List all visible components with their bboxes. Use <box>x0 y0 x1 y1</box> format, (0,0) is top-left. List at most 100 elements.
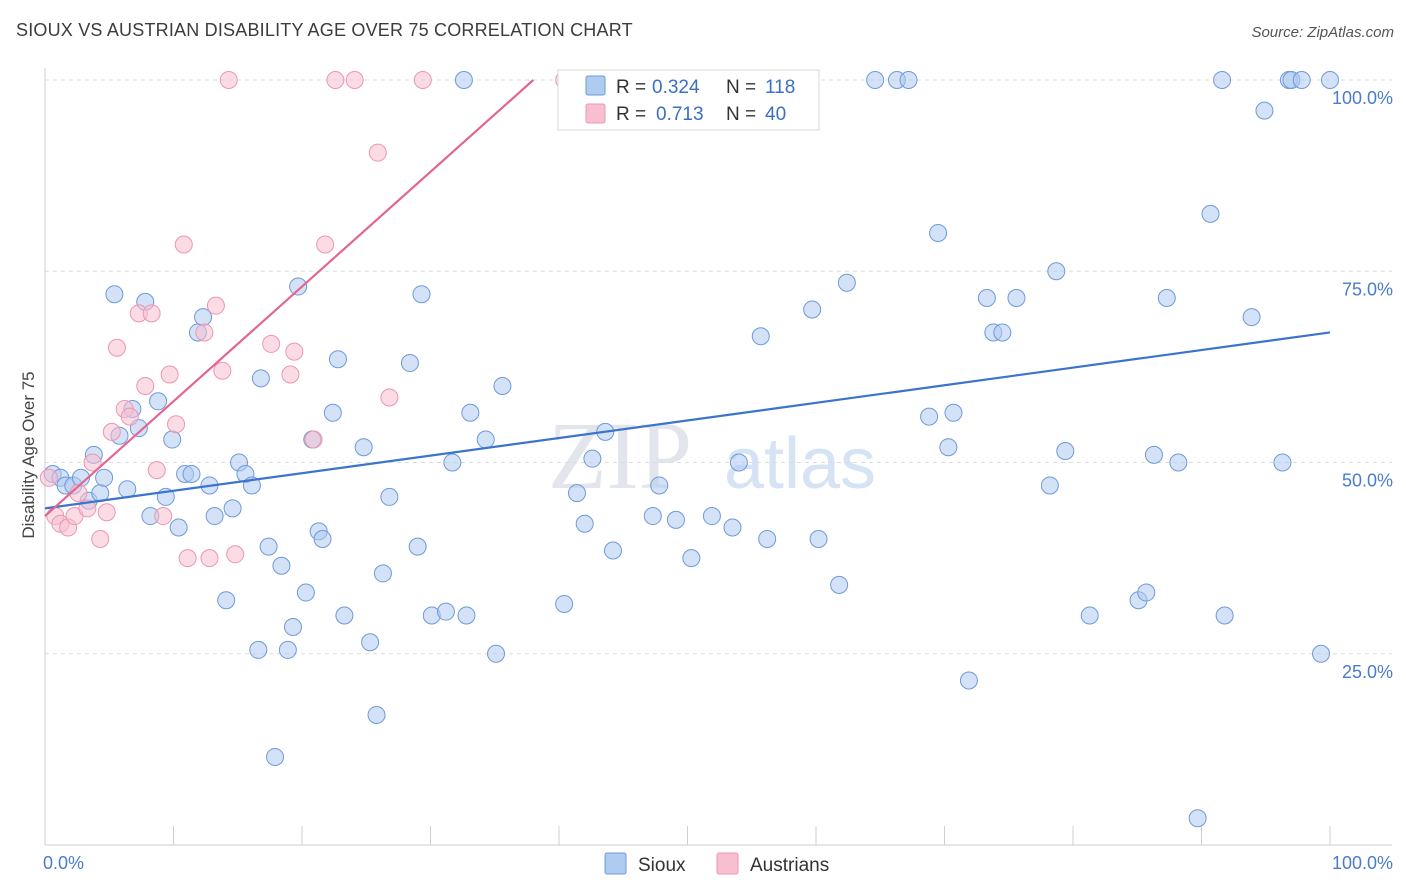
point-austrians-31 <box>285 342 304 361</box>
point-sioux-83 <box>866 71 885 89</box>
point-sioux-49 <box>373 564 392 583</box>
point-sioux-19 <box>169 518 188 537</box>
point-sioux-32 <box>251 369 270 388</box>
point-sioux-70 <box>643 507 662 526</box>
series-sioux <box>43 71 1339 828</box>
series-legend-label-sioux: Sioux <box>638 855 686 876</box>
point-sioux-9 <box>105 285 124 304</box>
point-sioux-26 <box>217 591 236 610</box>
legend-r-label-austrians: R = <box>616 104 646 125</box>
point-sioux-96 <box>1047 262 1066 281</box>
point-sioux-16 <box>149 392 168 411</box>
series-legend-label-austrians: Austrians <box>750 855 829 876</box>
point-austrians-33 <box>316 235 335 254</box>
watermark-atlas: atlas <box>724 424 876 504</box>
point-sioux-39 <box>296 583 315 602</box>
point-sioux-60 <box>476 430 495 449</box>
point-sioux-37 <box>284 617 303 636</box>
point-sioux-108 <box>1242 308 1261 327</box>
point-sioux-75 <box>723 518 742 537</box>
point-sioux-82 <box>837 273 856 292</box>
point-sioux-90 <box>959 671 978 690</box>
point-austrians-26 <box>213 361 232 380</box>
point-sioux-71 <box>650 476 669 495</box>
point-sioux-61 <box>487 644 506 663</box>
point-austrians-18 <box>154 507 173 526</box>
point-austrians-23 <box>195 323 214 342</box>
point-austrians-28 <box>226 545 245 564</box>
legend-n-value-austrians: 40 <box>765 104 786 125</box>
legend-swatch-austrians <box>585 103 606 124</box>
point-sioux-114 <box>1312 644 1331 663</box>
point-sioux-38 <box>289 277 308 296</box>
point-austrians-22 <box>178 549 197 568</box>
point-sioux-62 <box>493 377 512 395</box>
point-austrians-13 <box>120 407 139 426</box>
data-points <box>39 71 1339 828</box>
trendlines <box>44 79 1331 517</box>
y-axis-label: Disability Age Over 75 <box>19 371 38 538</box>
point-sioux-98 <box>1080 606 1099 625</box>
point-sioux-79 <box>803 300 822 319</box>
point-austrians-30 <box>281 365 300 384</box>
series-austrians <box>39 71 574 568</box>
point-sioux-88 <box>939 438 958 457</box>
point-austrians-21 <box>174 235 193 254</box>
point-sioux-94 <box>1007 289 1026 308</box>
tick-labels: 100.0% 75.0% 50.0% 25.0% 0.0% 100.0% <box>43 88 1393 873</box>
point-sioux-80 <box>809 530 828 548</box>
y-tick-label-1: 75.0% <box>1342 279 1393 299</box>
point-sioux-76 <box>729 453 748 472</box>
point-sioux-101 <box>1144 445 1163 464</box>
point-austrians-29 <box>262 334 281 353</box>
trendline-sioux <box>44 331 1331 510</box>
point-sioux-97 <box>1056 442 1075 461</box>
point-sioux-85 <box>899 71 918 89</box>
point-sioux-100 <box>1137 583 1156 602</box>
point-sioux-77 <box>751 327 770 346</box>
x-tick-label-0: 0.0% <box>43 853 84 873</box>
point-sioux-35 <box>272 556 291 575</box>
point-sioux-102 <box>1157 289 1176 308</box>
point-sioux-95 <box>1040 476 1059 495</box>
point-sioux-65 <box>575 514 594 533</box>
series-legend: Sioux Austrians <box>604 852 829 876</box>
series-legend-swatch-sioux <box>604 852 627 875</box>
legend-r-value-sioux: 0.324 <box>652 77 700 98</box>
point-austrians-24 <box>200 549 219 568</box>
point-sioux-52 <box>408 537 427 556</box>
point-sioux-56 <box>443 453 462 472</box>
point-sioux-78 <box>758 530 777 548</box>
point-austrians-17 <box>147 461 166 480</box>
point-sioux-55 <box>436 602 455 621</box>
point-austrians-8 <box>91 530 110 548</box>
point-austrians-10 <box>102 422 121 441</box>
point-sioux-46 <box>354 438 373 457</box>
y-tick-label-0: 100.0% <box>1332 88 1393 108</box>
legend-r-value-austrians: 0.713 <box>656 104 704 125</box>
point-sioux-53 <box>412 285 431 304</box>
point-sioux-72 <box>666 510 685 529</box>
point-austrians-7 <box>83 453 102 472</box>
stats-legend: R = 0.324 N = 118 R = 0.713 N = 40 <box>557 69 820 131</box>
point-sioux-87 <box>929 224 948 242</box>
point-sioux-45 <box>335 606 354 625</box>
legend-swatch-sioux <box>585 75 606 96</box>
gridlines <box>45 79 1392 655</box>
point-sioux-42 <box>313 530 332 548</box>
point-sioux-43 <box>323 403 342 422</box>
point-sioux-50 <box>380 487 399 506</box>
point-austrians-9 <box>97 503 116 522</box>
point-sioux-86 <box>920 407 939 426</box>
point-sioux-113 <box>1292 71 1311 89</box>
point-sioux-93 <box>993 323 1012 342</box>
trendline-austrians <box>44 79 535 517</box>
point-sioux-51 <box>400 354 419 373</box>
legend-n-label-austrians: N = <box>726 104 756 125</box>
point-austrians-35 <box>345 71 364 89</box>
point-austrians-34 <box>326 71 345 89</box>
series-legend-swatch-austrians <box>716 852 739 875</box>
point-austrians-19 <box>160 365 179 384</box>
point-sioux-74 <box>702 507 721 526</box>
point-austrians-11 <box>107 338 126 357</box>
